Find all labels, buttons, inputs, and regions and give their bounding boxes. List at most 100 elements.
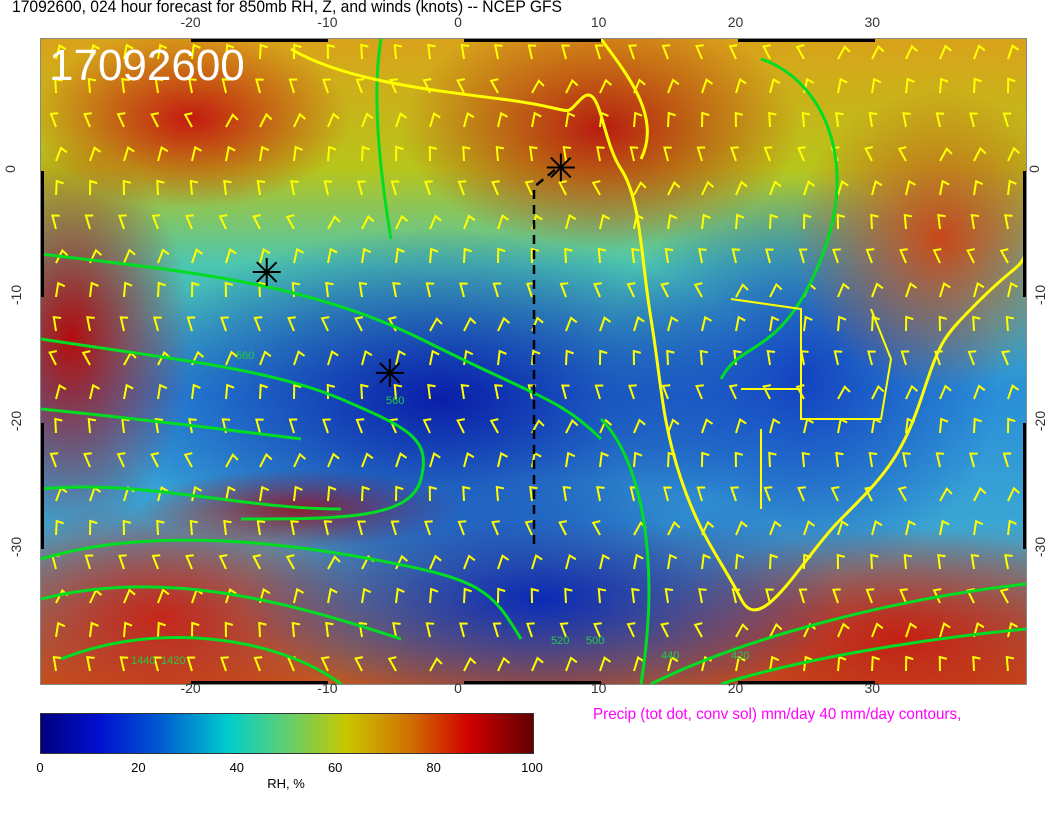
wind-barb xyxy=(156,519,165,536)
wind-barb xyxy=(837,315,847,332)
wind-barb xyxy=(591,180,601,196)
wind-barb xyxy=(769,622,783,638)
wind-barb xyxy=(463,316,477,332)
wind-barb xyxy=(932,248,942,264)
wind-barb xyxy=(902,112,911,128)
wind-barb xyxy=(256,180,266,196)
wind-barb xyxy=(1007,146,1021,162)
wind-barb xyxy=(1005,315,1015,332)
wind-barb xyxy=(293,247,305,264)
height-contours xyxy=(41,39,1026,684)
wind-barb xyxy=(429,587,439,604)
wind-barb xyxy=(428,485,438,502)
wind-barb xyxy=(526,282,535,298)
wind-barb xyxy=(803,180,816,196)
wind-barb xyxy=(361,112,374,128)
wind-barb xyxy=(837,520,849,536)
wind-barb xyxy=(795,384,805,400)
contour-label: 560 xyxy=(236,350,254,362)
wind-barb xyxy=(358,282,368,298)
colorbar-tick-label: 20 xyxy=(131,760,146,775)
colorbar-tick-label: 0 xyxy=(36,760,44,775)
wind-barb xyxy=(460,384,470,400)
wind-barb xyxy=(599,451,609,468)
wind-barb xyxy=(695,384,704,400)
wind-barb xyxy=(183,452,193,468)
wind-barb xyxy=(327,145,337,162)
wind-barb xyxy=(835,451,844,468)
wind-barb xyxy=(565,78,579,94)
wind-barb xyxy=(768,451,777,468)
wind-barb xyxy=(55,621,66,638)
wind-barb xyxy=(763,146,773,162)
wind-barb xyxy=(628,384,637,400)
wind-barb xyxy=(123,383,134,400)
wind-barb xyxy=(151,554,161,570)
wind-barb xyxy=(900,350,910,366)
trajectory-dashed-line xyxy=(532,168,557,544)
wind-barb xyxy=(354,316,363,332)
wind-barb xyxy=(1007,77,1016,94)
wind-barb xyxy=(769,655,780,672)
wind-barb xyxy=(425,622,435,638)
wind-barb xyxy=(935,452,945,468)
wind-barb xyxy=(320,316,330,332)
wind-barb xyxy=(937,213,946,230)
wind-barb xyxy=(633,418,646,434)
wind-barb xyxy=(424,520,433,536)
wind-barb xyxy=(429,247,439,264)
scale-bars-top xyxy=(41,39,1026,684)
wind-barb xyxy=(868,112,878,128)
contour-label: 420 xyxy=(731,650,749,662)
wind-barb xyxy=(326,43,336,60)
wind-barb xyxy=(561,384,570,400)
colorbar-tick-label: 40 xyxy=(229,760,245,775)
wind-barb xyxy=(457,180,467,196)
wind-barb xyxy=(837,77,848,94)
wind-barb xyxy=(288,78,298,94)
contour-label: 1420 xyxy=(161,655,185,667)
wind-barb xyxy=(293,112,307,128)
wind-barb xyxy=(626,622,636,638)
wind-barb xyxy=(803,315,813,332)
wind-barb xyxy=(427,383,436,400)
wind-barb xyxy=(223,519,232,536)
wind-barb xyxy=(969,112,978,128)
wind-barb xyxy=(970,554,980,570)
wind-barb xyxy=(221,78,231,94)
wind-barb xyxy=(801,111,811,128)
wind-barb xyxy=(325,281,334,298)
contour-line xyxy=(650,582,1026,684)
wind-barb xyxy=(667,111,676,128)
wind-barb xyxy=(701,78,714,94)
wind-barb xyxy=(259,383,268,400)
wind-barb xyxy=(327,587,338,604)
wind-barb xyxy=(868,452,878,468)
wind-barb xyxy=(191,621,200,638)
wind-barb xyxy=(701,213,711,230)
wind-barb xyxy=(489,78,499,94)
wind-barb xyxy=(597,587,607,604)
wind-barb xyxy=(429,349,440,366)
wind-barb xyxy=(89,179,98,196)
wind-barb xyxy=(1007,486,1021,502)
wind-barb xyxy=(495,485,505,502)
wind-barb xyxy=(735,283,749,298)
wind-barb xyxy=(558,180,567,196)
wind-barb xyxy=(800,350,809,366)
wind-barb xyxy=(597,247,607,264)
wind-barb xyxy=(191,350,205,366)
wind-barb xyxy=(660,622,669,638)
lat-tick-label: -10 xyxy=(1032,285,1049,306)
wind-barb xyxy=(837,45,851,60)
wind-barb xyxy=(360,383,369,400)
wind-barb xyxy=(357,180,366,196)
wind-barb xyxy=(258,281,267,298)
wind-barb xyxy=(123,588,136,604)
wind-barb xyxy=(735,623,749,638)
wind-barb xyxy=(491,180,500,196)
wind-barb xyxy=(999,588,1009,604)
contour-label: 500 xyxy=(586,635,604,647)
wind-barb xyxy=(1007,621,1019,638)
wind-barb xyxy=(186,316,196,332)
